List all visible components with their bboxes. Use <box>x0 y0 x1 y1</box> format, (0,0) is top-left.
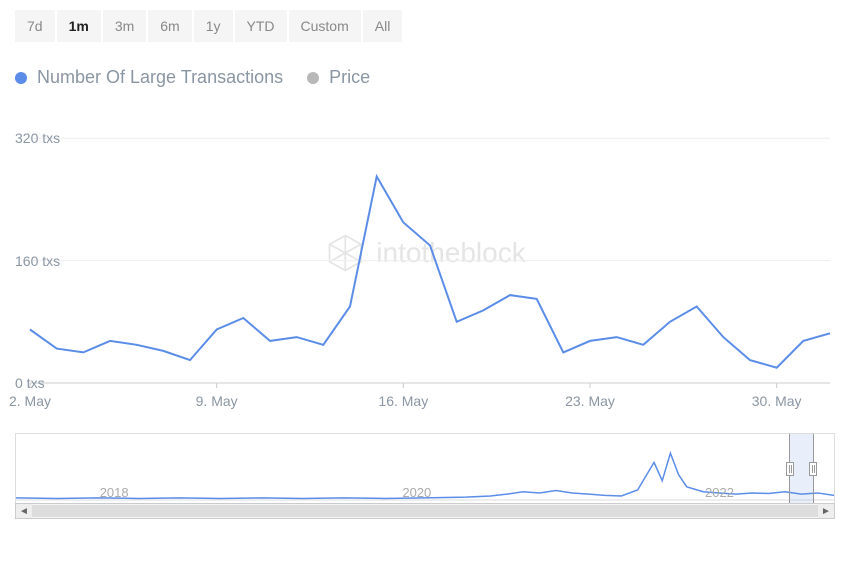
time-range-tabs: 7d1m3m6m1yYTDCustomAll <box>15 10 835 42</box>
legend-dot-icon <box>307 72 319 84</box>
overview-x-label: 2018 <box>100 485 129 500</box>
scroll-left-button[interactable]: ◄ <box>16 504 32 518</box>
time-tab-all[interactable]: All <box>363 10 403 42</box>
scroll-thumb[interactable] <box>32 505 818 517</box>
time-tab-1y[interactable]: 1y <box>194 10 233 42</box>
brush-handle-right[interactable] <box>809 462 817 476</box>
overview-chart[interactable]: 2018 2020 2022 <box>15 433 835 503</box>
chart-legend: Number Of Large Transactions Price <box>15 67 835 88</box>
time-tab-ytd[interactable]: YTD <box>235 10 287 42</box>
legend-dot-icon <box>15 72 27 84</box>
main-chart-svg <box>15 118 835 388</box>
overview-brush[interactable] <box>789 434 814 503</box>
time-tab-3m[interactable]: 3m <box>103 10 146 42</box>
overview-x-label: 2022 <box>705 485 734 500</box>
x-tick-label: 23. May <box>565 393 615 409</box>
x-tick-label: 9. May <box>196 393 238 409</box>
legend-item[interactable]: Number Of Large Transactions <box>15 67 283 88</box>
scroll-track[interactable] <box>32 504 818 518</box>
scroll-right-button[interactable]: ► <box>818 504 834 518</box>
y-tick-label: 320 txs <box>15 130 60 146</box>
time-tab-6m[interactable]: 6m <box>148 10 191 42</box>
legend-item[interactable]: Price <box>307 67 370 88</box>
brush-handle-left[interactable] <box>786 462 794 476</box>
x-axis-labels: 2. May9. May16. May23. May30. May <box>15 393 835 418</box>
main-chart: intotheblock 0 txs160 txs320 txs 2. May9… <box>15 118 835 418</box>
time-tab-7d[interactable]: 7d <box>15 10 55 42</box>
y-tick-label: 0 txs <box>15 375 45 391</box>
x-tick-label: 2. May <box>9 393 51 409</box>
overview-scrollbar[interactable]: ◄ ► <box>15 503 835 519</box>
y-tick-label: 160 txs <box>15 253 60 269</box>
x-tick-label: 16. May <box>378 393 428 409</box>
legend-label: Price <box>329 67 370 88</box>
x-tick-label: 30. May <box>752 393 802 409</box>
time-tab-custom[interactable]: Custom <box>289 10 361 42</box>
time-tab-1m[interactable]: 1m <box>57 10 101 42</box>
y-axis-labels: 0 txs 160 txs 320 txs <box>15 118 85 418</box>
overview-x-label: 2020 <box>402 485 431 500</box>
legend-label: Number Of Large Transactions <box>37 67 283 88</box>
